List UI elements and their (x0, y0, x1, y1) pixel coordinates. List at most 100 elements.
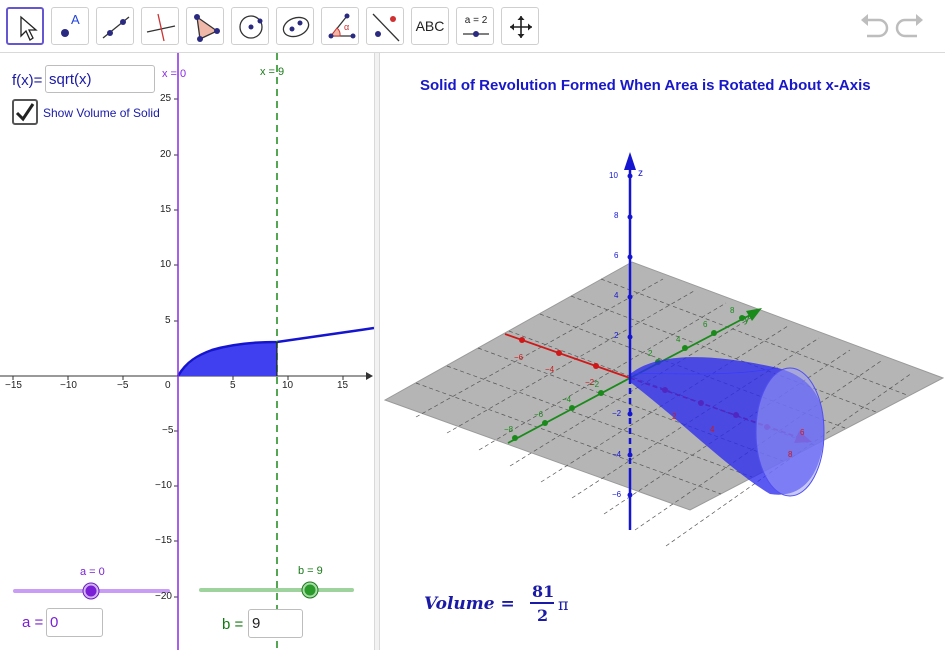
solid-end-cap (755, 367, 825, 497)
z-tick-label: −6 (612, 490, 622, 499)
x-tick-label-3d: 4 (710, 425, 715, 434)
move-tool[interactable] (6, 7, 44, 45)
y-axis-arrow-3d (746, 308, 762, 321)
y-tick-label: 25 (160, 93, 172, 104)
plane-grid (415, 278, 913, 547)
reflect-tool[interactable] (366, 7, 404, 45)
solid-top-edge (629, 367, 779, 375)
line-x0-label: x = 0 (162, 68, 187, 80)
b-input-label: b = (222, 616, 244, 633)
show-volume-checkbox[interactable] (12, 99, 38, 125)
y-tick-label: −15 (155, 535, 172, 546)
line-x9-label: x = 9 (260, 66, 285, 78)
ellipse-tool[interactable] (276, 7, 314, 45)
z-axis-label: z (638, 168, 643, 179)
angle-tool[interactable]: α (321, 7, 359, 45)
z-tick-label: 4 (614, 291, 619, 300)
a-input[interactable]: 0 (46, 608, 103, 637)
graphics-view-2d[interactable]: −15 −10 −5 0 5 10 15 25 20 15 10 5 −5 −1… (0, 53, 374, 650)
line-icon (102, 16, 130, 39)
arrow-pointer-icon (20, 15, 38, 41)
slider-b-label: b = 9 (298, 565, 323, 577)
volume-label: Volume = (424, 594, 515, 614)
circle-tool[interactable] (231, 7, 269, 45)
perpendicular-line-icon (146, 13, 176, 42)
redo-icon[interactable] (895, 10, 927, 42)
polygon-icon (194, 14, 220, 42)
z-axis-ticks-3d (627, 173, 633, 498)
point-tool[interactable]: A (51, 7, 89, 45)
y-tick-label: −20 (155, 591, 172, 602)
text-icon: ABC (415, 18, 445, 34)
graphics-view-3d[interactable]: z y 10 8 6 4 2 −2 −4 −6 −6 −4 −2 2 4 6 8… (380, 53, 945, 650)
x-tick-label: −15 (5, 380, 22, 391)
x-tick-label: 5 (230, 380, 236, 391)
x-axis-arrow (366, 372, 373, 380)
x-tick-label-3d: 6 (800, 428, 805, 437)
volume-numerator: 81 (532, 582, 555, 601)
slider-b-knob[interactable] (304, 584, 316, 596)
move-graphics-view-tool[interactable] (501, 7, 539, 45)
y-tick-label: −10 (155, 480, 172, 491)
fx-input[interactable]: sqrt(x) (45, 65, 155, 93)
view-3d-title: Solid of Revolution Formed When Area is … (420, 77, 871, 94)
x-tick-label-3d: −4 (545, 365, 555, 374)
x-tick-label: 0 (165, 380, 171, 391)
show-volume-label[interactable]: Show Volume of Solid (43, 106, 160, 120)
y-tick-label: −5 (162, 425, 174, 436)
z-tick-label: 8 (614, 211, 619, 220)
volume-denominator: 2 (537, 606, 549, 625)
x-tick-label-3d: 2 (672, 412, 677, 421)
x-tick-label: 15 (337, 380, 349, 391)
point-icon (61, 29, 69, 37)
fraction-bar (530, 602, 554, 604)
slider-a-knob[interactable] (85, 585, 97, 597)
a-input-label: a = (22, 614, 44, 631)
y-axis-3d-neg (507, 377, 631, 444)
slider-icon-label: a = 2 (464, 15, 488, 26)
view-divider[interactable] (374, 53, 380, 650)
polygon-tool[interactable] (186, 7, 224, 45)
y-axis-label: y (744, 313, 750, 325)
y-tick-label-3d: 8 (730, 306, 735, 315)
y-tick-label: 20 (160, 149, 172, 160)
b-input[interactable]: 9 (248, 609, 303, 638)
function-curve[interactable] (176, 326, 374, 377)
shaded-area (178, 342, 277, 376)
z-tick-label: −4 (612, 450, 622, 459)
y-tick-label: 10 (160, 259, 172, 270)
checkmark-icon (15, 103, 35, 122)
toolbar: A (0, 0, 945, 53)
move-view-icon (510, 16, 532, 38)
y-tick-label-3d: 6 (703, 320, 708, 329)
angle-icon (328, 13, 356, 39)
z-tick-label: 2 (614, 331, 619, 340)
volume-pi: π (558, 595, 569, 614)
circle-icon (239, 15, 263, 39)
line-tool[interactable] (96, 7, 134, 45)
z-tick-label: 6 (614, 251, 619, 260)
y-tick-label-3d: 4 (676, 335, 681, 344)
text-tool[interactable]: ABC (411, 7, 449, 45)
angle-symbol: α (344, 22, 350, 32)
reflect-icon (372, 13, 400, 42)
slider-tool[interactable]: a = 2 (456, 7, 494, 45)
z-tick-label: 10 (609, 171, 618, 180)
y-tick-label: 15 (160, 204, 172, 215)
x-ticks (12, 376, 344, 380)
x-tick-label-3d: −2 (585, 378, 595, 387)
y-tick-label-3d: −8 (504, 425, 514, 434)
x-tick-label: −5 (117, 380, 129, 391)
ellipse-icon (282, 16, 310, 38)
x-tick-label-3d: −6 (514, 353, 524, 362)
perpendicular-line-tool[interactable] (141, 7, 179, 45)
z-tick-label: −2 (612, 409, 622, 418)
y-tick-label: 5 (165, 315, 171, 326)
y-tick-label-3d: −4 (562, 395, 572, 404)
slider-icon (463, 31, 489, 37)
x-tick-label: 10 (282, 380, 294, 391)
undo-icon[interactable] (857, 10, 889, 42)
point-label: A (71, 12, 80, 27)
z-axis-arrow-3d (624, 152, 636, 170)
slider-a-label: a = 0 (80, 566, 105, 578)
